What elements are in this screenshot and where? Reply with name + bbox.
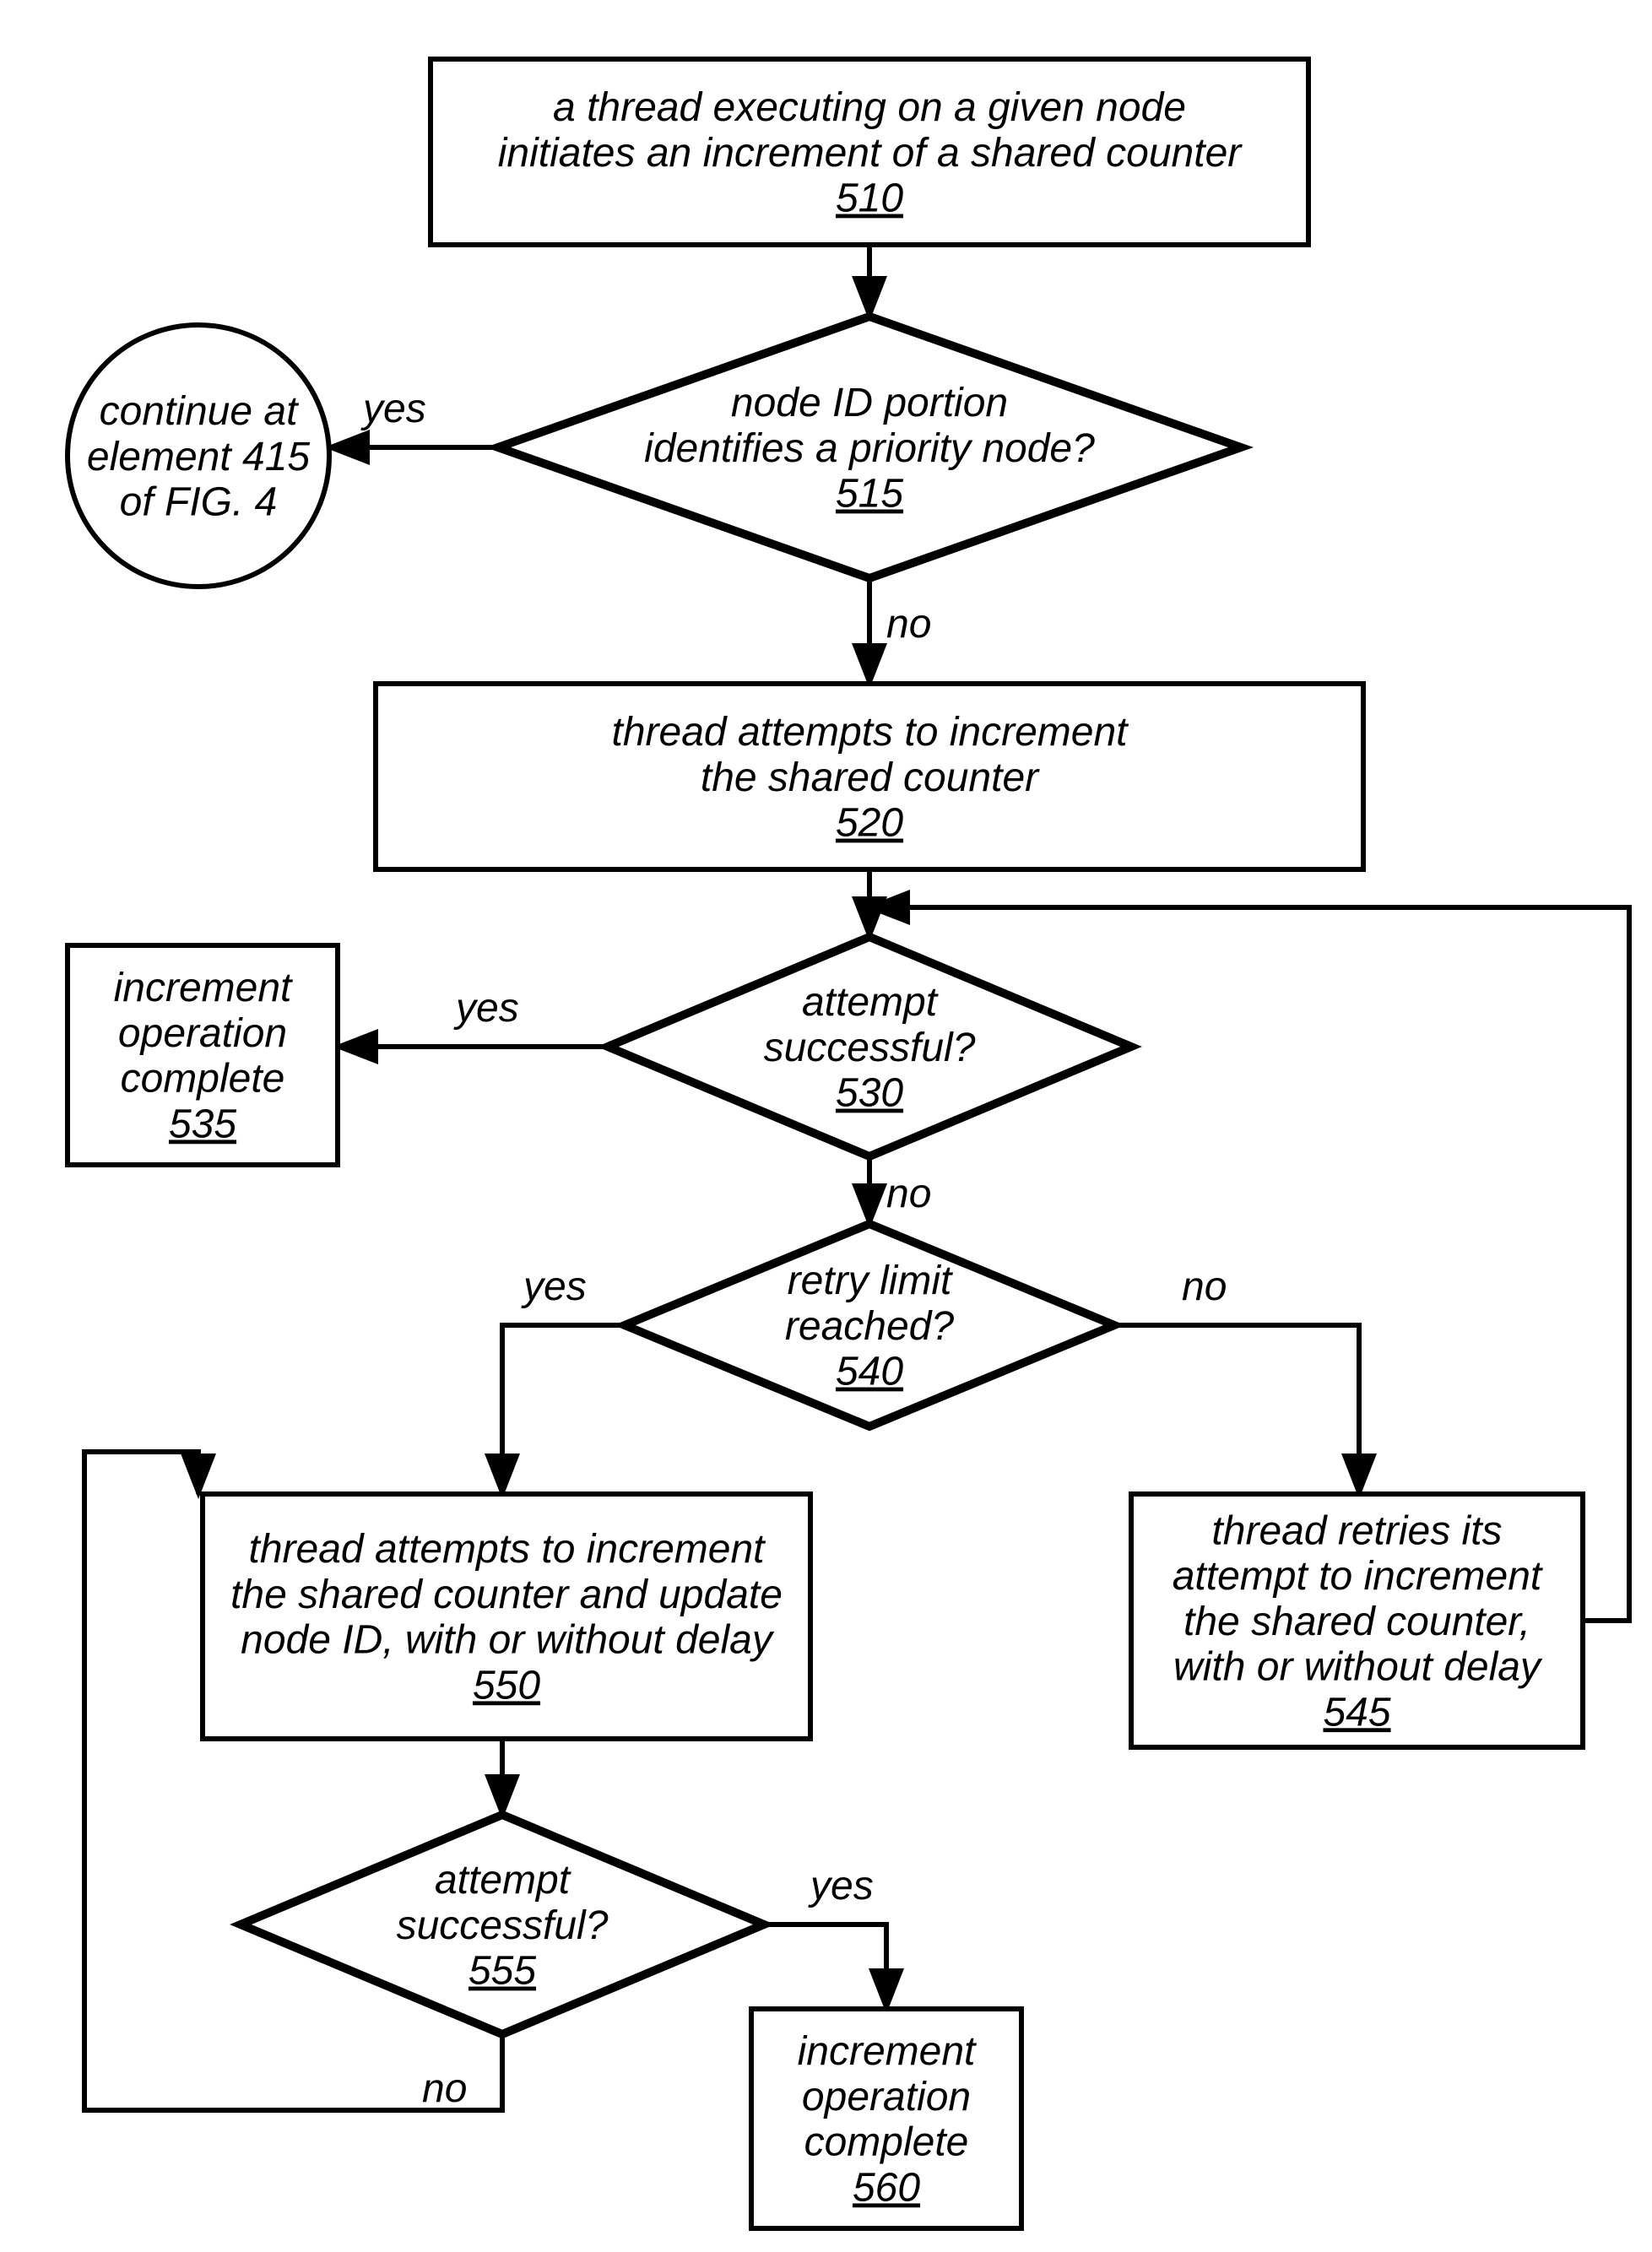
edge-label-e555_back: no — [422, 2066, 467, 2111]
text-n540-line: retry limit — [788, 1259, 953, 1303]
text-n550-line: thread attempts to increment — [249, 1527, 766, 1572]
edge-label-e515_circle: yes — [360, 387, 426, 431]
text-n560-line: operation — [802, 2075, 971, 2119]
text-n520-line: the shared counter — [701, 755, 1040, 800]
text-nCircle-line: continue at — [100, 389, 300, 434]
text-n515-ref: 515 — [836, 472, 903, 517]
text-n550-line: the shared counter and update — [230, 1573, 783, 1617]
text-n530-ref: 530 — [836, 1071, 903, 1116]
text-n535-line: operation — [118, 1011, 287, 1056]
text-n515-line: node ID portion — [731, 381, 1008, 425]
text-n510-line: a thread executing on a given node — [553, 85, 1186, 130]
edge-e540_545 — [1114, 1325, 1359, 1494]
edge-label-e530_535: yes — [453, 986, 519, 1031]
text-n555-line: attempt — [435, 1858, 571, 1903]
flowchart-svg: yes no yes no yes no yes no a thread executing o… — [0, 0, 1652, 2252]
text-n510-ref: 510 — [836, 176, 903, 221]
text-n555-line: successful? — [397, 1903, 609, 1948]
text-n530-line: successful? — [764, 1026, 976, 1070]
text-n560-ref: 560 — [853, 2165, 920, 2210]
text-n545-line: attempt to increment — [1173, 1554, 1543, 1599]
text-n550-line: node ID, with or without delay — [241, 1618, 775, 1663]
text-n545-line: the shared counter, — [1183, 1600, 1530, 1644]
text-n560-line: increment — [798, 2029, 977, 2074]
text-n545-line: with or without delay — [1173, 1645, 1543, 1690]
text-n545-ref: 545 — [1323, 1690, 1390, 1735]
text-n535-line: complete — [121, 1057, 285, 1102]
text-n520-ref: 520 — [836, 801, 903, 846]
text-n550-ref: 550 — [473, 1663, 540, 1708]
text-n560-line: complete — [804, 2120, 969, 2165]
text-n510-line: initiates an increment of a shared count… — [498, 131, 1243, 176]
text-n540-ref: 540 — [836, 1350, 903, 1394]
edge-e555_560 — [764, 1924, 886, 2009]
text-nCircle-line: element 415 — [87, 435, 310, 479]
edge-label-e530_540: no — [886, 1172, 931, 1216]
edge-label-e555_560: yes — [808, 1864, 874, 1908]
text-n545-line: thread retries its — [1211, 1508, 1502, 1553]
edge-e540_550 — [502, 1325, 625, 1494]
edge-label-e540_545: no — [1182, 1264, 1227, 1309]
text-n535-ref: 535 — [169, 1102, 236, 1146]
text-n520-line: thread attempts to increment — [612, 710, 1129, 755]
text-n515-line: identifies a priority node? — [644, 426, 1095, 471]
text-n535-line: increment — [114, 966, 293, 1010]
text-n540-line: reached? — [785, 1304, 954, 1349]
text-nCircle-line: of FIG. 4 — [120, 480, 278, 525]
text-nCircle: continue atelement 415of FIG. 4 — [87, 389, 310, 525]
edge-label-e540_550: yes — [521, 1264, 587, 1309]
text-n530-line: attempt — [802, 980, 939, 1025]
edge-label-e515_520: no — [886, 602, 931, 647]
text-n555-ref: 555 — [469, 1949, 536, 1994]
